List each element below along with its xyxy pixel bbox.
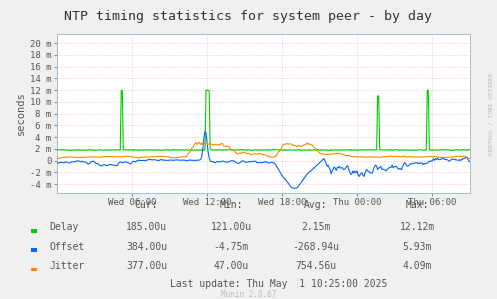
Text: 384.00u: 384.00u [126,242,167,252]
Text: 5.93m: 5.93m [403,242,432,252]
Y-axis label: seconds: seconds [16,92,26,135]
Text: Avg:: Avg: [304,200,328,210]
Text: 377.00u: 377.00u [126,261,167,271]
Text: Last update: Thu May  1 10:25:00 2025: Last update: Thu May 1 10:25:00 2025 [169,279,387,289]
Text: Offset: Offset [50,242,85,252]
Text: 47.00u: 47.00u [214,261,248,271]
Text: Min:: Min: [219,200,243,210]
Text: 754.56u: 754.56u [295,261,336,271]
Text: NTP timing statistics for system peer - by day: NTP timing statistics for system peer - … [65,10,432,23]
Text: 4.09m: 4.09m [403,261,432,271]
Text: Jitter: Jitter [50,261,85,271]
Text: 2.15m: 2.15m [301,222,331,232]
Text: 185.00u: 185.00u [126,222,167,232]
Text: Munin 2.0.67: Munin 2.0.67 [221,290,276,299]
Text: RRDTOOL / TOBI OETIKER: RRDTOOL / TOBI OETIKER [489,72,494,155]
Text: -268.94u: -268.94u [292,242,339,252]
Text: Cur:: Cur: [135,200,159,210]
Text: -4.75m: -4.75m [214,242,248,252]
Text: 12.12m: 12.12m [400,222,435,232]
Text: 121.00u: 121.00u [211,222,251,232]
Text: Delay: Delay [50,222,79,232]
Text: Max:: Max: [406,200,429,210]
